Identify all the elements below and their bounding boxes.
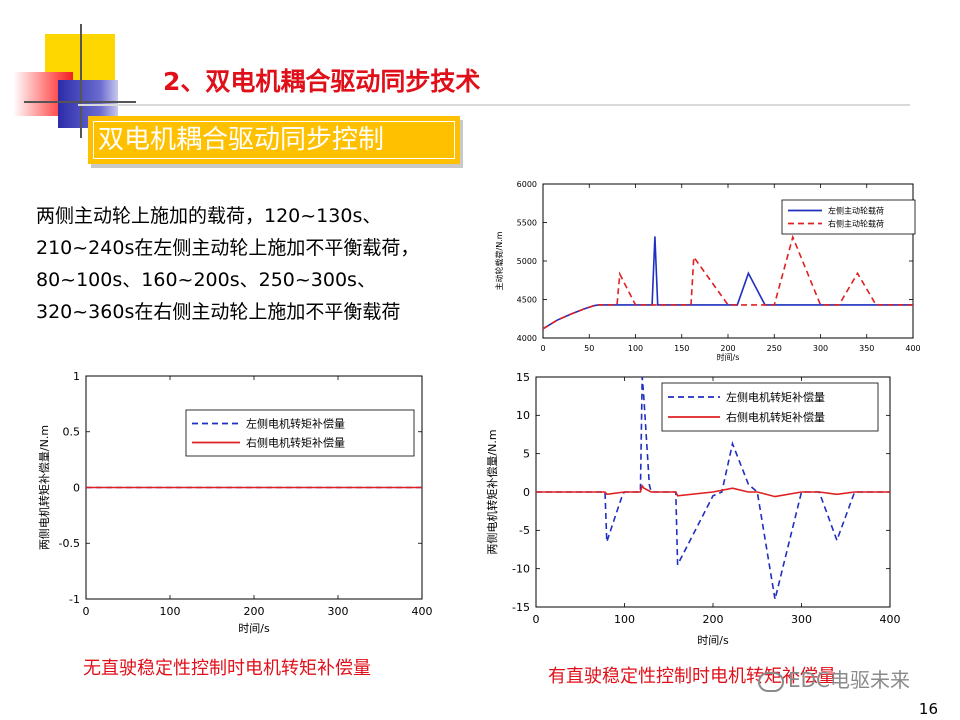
description-line: 320~360s在右侧主动轮上施加不平衡载荷 — [36, 301, 401, 323]
y-tick-label: 1 — [73, 370, 80, 383]
y-tick-label: 0 — [73, 481, 80, 494]
deco-vertical-line — [80, 24, 82, 138]
y-axis-label: 两侧电机转矩补偿量/N.m — [37, 425, 51, 550]
x-tick-label: 200 — [244, 605, 265, 618]
legend-label: 右侧主动轮载荷 — [828, 219, 884, 229]
x-tick-label: 400 — [880, 613, 901, 626]
x-tick-label: 150 — [674, 344, 689, 353]
series-line-left — [536, 376, 890, 600]
y-tick-label: 5000 — [517, 257, 537, 266]
x-tick-label: 0 — [533, 613, 540, 626]
x-tick-label: 300 — [791, 613, 812, 626]
y-axis-label: 主动轮载荷/N.m — [494, 231, 504, 290]
caption-without-control: 无直驶稳定性控制时电机转矩补偿量 — [83, 658, 371, 679]
subtitle-text: 双电机耦合驱动同步控制 — [93, 121, 455, 159]
subtitle-box: 双电机耦合驱动同步控制 — [88, 116, 460, 164]
x-tick-label: 250 — [767, 344, 782, 353]
comp-with-chart: 0 100 200 300 400 -15 -10 -5 0 5 10 15 左侧电机转矩补偿量右侧电机… — [485, 371, 901, 647]
legend-label: 右侧电机转矩补偿量 — [726, 410, 825, 424]
comp-without-chart: 0 100 200 300 400 -1 -0.5 0 0.5 1 左侧电机转矩补偿量右侧电机转矩补… — [37, 370, 433, 635]
deco-horizontal-line — [24, 101, 136, 103]
y-axis-label: 两侧电机转矩补偿量/N.m — [485, 429, 499, 554]
title-divider — [78, 104, 910, 106]
load-chart: 0 50 100 150 200 250 300 350 400 4000 4500 5000 5500… — [494, 180, 921, 362]
x-tick-label: 0 — [83, 605, 90, 618]
watermark: EDC电驱未来 — [758, 664, 910, 693]
legend-label: 左侧电机转矩补偿量 — [246, 417, 345, 431]
y-tick-label: 10 — [516, 409, 530, 422]
y-tick-label: -5 — [519, 524, 530, 537]
y-tick-label: -15 — [512, 601, 530, 614]
y-tick-label: 15 — [516, 371, 530, 384]
description-line: 80~100s、160~200s、250~300s、 — [36, 269, 376, 291]
x-tick-label: 350 — [859, 344, 874, 353]
y-tick-label: 4000 — [517, 334, 537, 343]
x-axis-label: 时间/s — [697, 634, 729, 647]
legend-box — [781, 199, 916, 235]
legend-label: 左侧电机转矩补偿量 — [726, 390, 825, 404]
x-tick-label: 400 — [412, 605, 433, 618]
description-line: 210~240s在左侧主动轮上施加不平衡载荷， — [36, 237, 420, 259]
x-tick-label: 0 — [540, 344, 545, 353]
y-tick-label: -10 — [512, 563, 530, 576]
x-tick-label: 300 — [813, 344, 828, 353]
y-tick-label: 5 — [523, 448, 530, 461]
description: 两侧主动轮上施加的载荷，120~130s、 210~240s在左侧主动轮上施加不… — [36, 200, 496, 328]
x-tick-label: 50 — [584, 344, 594, 353]
x-axis-label: 时间/s — [717, 352, 740, 362]
watermark-text: EDC电驱未来 — [788, 668, 911, 692]
y-tick-label: -1 — [69, 593, 80, 606]
y-tick-label: -0.5 — [59, 537, 80, 550]
slide-title: 2、双电机耦合驱动同步技术 — [163, 67, 481, 96]
legend-label: 左侧主动轮载荷 — [828, 206, 884, 216]
y-tick-label: 5500 — [517, 218, 537, 227]
x-tick-label: 100 — [614, 613, 635, 626]
x-tick-label: 200 — [720, 344, 735, 353]
x-tick-label: 300 — [328, 605, 349, 618]
legend-box — [661, 382, 879, 432]
y-tick-label: 0.5 — [63, 426, 81, 439]
wechat-icon — [758, 671, 784, 692]
x-axis-label: 时间/s — [238, 622, 270, 635]
y-tick-label: 6000 — [517, 180, 537, 189]
x-tick-label: 100 — [628, 344, 643, 353]
series-line-right — [542, 234, 913, 330]
x-tick-label: 100 — [160, 605, 181, 618]
series-line-right — [536, 484, 890, 498]
legend-box — [185, 409, 415, 457]
y-tick-label: 4500 — [517, 295, 537, 304]
x-tick-label: 400 — [905, 344, 920, 353]
page-number: 16 — [918, 700, 938, 718]
x-tick-label: 200 — [703, 613, 724, 626]
y-tick-label: 0 — [523, 486, 530, 499]
description-line: 两侧主动轮上施加的载荷，120~130s、 — [36, 205, 382, 227]
legend-label: 右侧电机转矩补偿量 — [246, 436, 345, 450]
